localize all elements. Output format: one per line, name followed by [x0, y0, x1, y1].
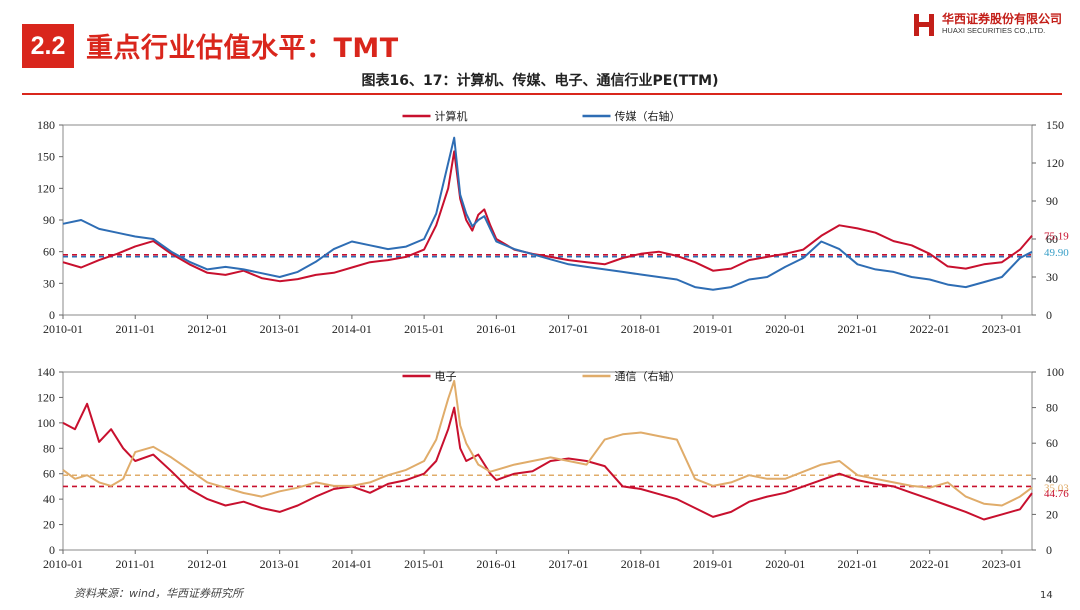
- chart-computer-media: 0 30 60 90 120 150 180 0 30 60 90 120 150 2010-01 2011…: [37, 109, 1069, 336]
- logo-company-english: HUAXI SECURITIES CO.,LTD.: [942, 26, 1046, 35]
- y-right-tick-label: 60: [1046, 232, 1058, 246]
- source-note: 资料来源：wind，华西证券研究所: [74, 587, 244, 600]
- y-left-tick-label: 120: [37, 181, 55, 195]
- y-right-tick-label: 80: [1046, 401, 1058, 415]
- x-tick-label: 2021-01: [837, 322, 877, 336]
- end-value-label: 49.90: [1044, 247, 1069, 259]
- y-left-tick-label: 150: [37, 150, 55, 164]
- x-tick-label: 2010-01: [43, 557, 83, 571]
- x-tick-label: 2023-01: [982, 557, 1022, 571]
- y-right-tick-label: 40: [1046, 472, 1058, 486]
- y-left-tick-label: 0: [49, 308, 55, 322]
- y-left-tick-label: 0: [49, 543, 55, 557]
- y-right-tick-label: 100: [1046, 365, 1064, 379]
- y-right-tick-label: 120: [1046, 156, 1064, 170]
- end-value-label: 75.19: [1044, 231, 1069, 243]
- y-left-tick-label: 40: [43, 492, 55, 506]
- series-line: [62, 136, 1033, 291]
- series-line: [62, 402, 1033, 521]
- y-left-tick-label: 180: [37, 118, 55, 132]
- series-line: [62, 379, 1033, 507]
- x-tick-label: 2012-01: [187, 322, 227, 336]
- x-tick-label: 2021-01: [837, 557, 877, 571]
- y-left-tick-label: 90: [43, 213, 55, 227]
- x-tick-label: 2020-01: [765, 557, 805, 571]
- y-left-tick-label: 20: [43, 518, 55, 532]
- x-tick-label: 2019-01: [693, 322, 733, 336]
- x-tick-label: 2010-01: [43, 322, 83, 336]
- y-left-tick-label: 80: [43, 441, 55, 455]
- y-left-tick-label: 100: [37, 416, 55, 430]
- series-line: [62, 150, 1033, 283]
- y-left-tick-label: 140: [37, 365, 55, 379]
- y-left-tick-label: 60: [43, 245, 55, 259]
- y-right-tick-label: 60: [1046, 436, 1058, 450]
- x-tick-label: 2015-01: [404, 322, 444, 336]
- end-value-label: 44.76: [1044, 488, 1069, 500]
- x-tick-label: 2016-01: [476, 557, 516, 571]
- x-tick-label: 2018-01: [621, 557, 661, 571]
- x-tick-label: 2018-01: [621, 322, 661, 336]
- legend-label: 通信（右轴）: [615, 369, 681, 383]
- x-tick-label: 2023-01: [982, 322, 1022, 336]
- end-value-label: 35.03: [1044, 483, 1069, 495]
- x-tick-label: 2013-01: [260, 557, 300, 571]
- y-right-tick-label: 90: [1046, 194, 1058, 208]
- x-tick-label: 2013-01: [260, 322, 300, 336]
- plot-frame: [62, 371, 1033, 551]
- page-title: 重点行业估值水平：TMT: [86, 33, 399, 64]
- y-right-tick-label: 30: [1046, 270, 1058, 284]
- huaxi-logo-icon: [914, 14, 934, 36]
- company-logo: 华西证券股份有限公司 HUAXI SECURITIES CO.,LTD.: [912, 10, 1072, 38]
- page-number: 14: [1040, 590, 1053, 601]
- x-tick-label: 2022-01: [910, 322, 950, 336]
- y-right-tick-label: 0: [1046, 308, 1052, 322]
- x-tick-label: 2022-01: [910, 557, 950, 571]
- logo-company-name: 华西证券股份有限公司: [942, 12, 1063, 26]
- caption-divider: [22, 93, 1062, 95]
- x-tick-label: 2011-01: [115, 557, 155, 571]
- legend-label: 电子: [435, 370, 457, 383]
- x-tick-label: 2016-01: [476, 322, 516, 336]
- y-left-tick-label: 30: [43, 276, 55, 290]
- legend-label: 传媒（右轴）: [615, 109, 681, 123]
- y-left-tick-label: 60: [43, 467, 55, 481]
- x-tick-label: 2014-01: [332, 322, 372, 336]
- figure-caption: 图表16、17：计算机、传媒、电子、通信行业PE(TTM): [361, 73, 719, 89]
- x-tick-label: 2014-01: [332, 557, 372, 571]
- section-number-badge: 2.2: [22, 24, 74, 68]
- x-tick-label: 2020-01: [765, 322, 805, 336]
- x-tick-label: 2017-01: [549, 322, 589, 336]
- y-left-tick-label: 120: [37, 390, 55, 404]
- y-right-tick-label: 150: [1046, 118, 1064, 132]
- legend-label: 计算机: [435, 109, 468, 123]
- x-tick-label: 2015-01: [404, 557, 444, 571]
- y-right-tick-label: 20: [1046, 507, 1058, 521]
- x-tick-label: 2017-01: [549, 557, 589, 571]
- x-tick-label: 2011-01: [115, 322, 155, 336]
- x-tick-label: 2012-01: [187, 557, 227, 571]
- plot-frame: [62, 124, 1033, 316]
- x-tick-label: 2019-01: [693, 557, 733, 571]
- y-right-tick-label: 0: [1046, 543, 1052, 557]
- chart-electronics-telecom: 0 20 40 60 80 100 120 140 0 20 40 60 80 100 2010-01 201…: [37, 365, 1069, 571]
